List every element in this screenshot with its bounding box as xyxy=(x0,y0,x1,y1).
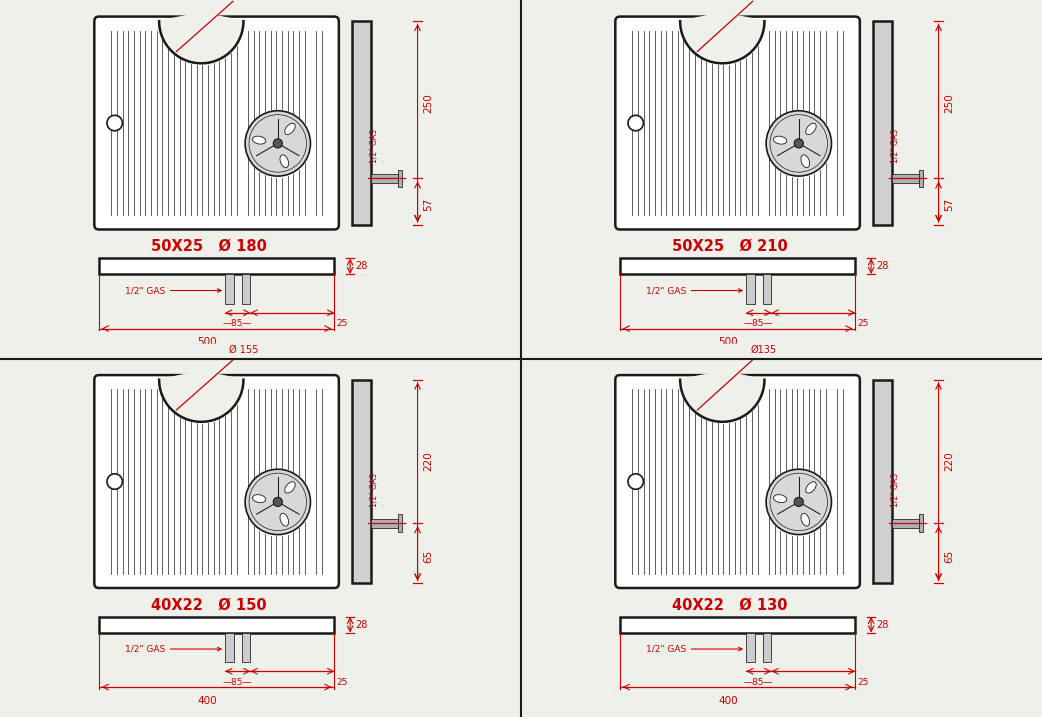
Bar xyxy=(620,617,855,632)
Text: Ø135: Ø135 xyxy=(697,345,776,410)
Bar xyxy=(892,519,918,528)
Ellipse shape xyxy=(284,123,295,135)
Ellipse shape xyxy=(801,155,810,168)
FancyBboxPatch shape xyxy=(616,16,860,229)
Bar xyxy=(99,258,334,274)
Text: 220: 220 xyxy=(944,451,953,471)
Circle shape xyxy=(794,498,803,506)
Bar xyxy=(371,519,397,528)
Circle shape xyxy=(273,139,282,148)
Text: 1/2" GAS: 1/2" GAS xyxy=(370,473,378,508)
Text: 1/2" GAS: 1/2" GAS xyxy=(125,645,221,653)
Circle shape xyxy=(245,469,311,535)
Bar xyxy=(873,379,892,584)
Text: 250: 250 xyxy=(423,92,432,113)
Bar xyxy=(352,22,371,225)
FancyBboxPatch shape xyxy=(616,375,860,588)
Bar xyxy=(873,22,892,225)
Text: 1/2" GAS: 1/2" GAS xyxy=(646,286,742,295)
Ellipse shape xyxy=(252,495,266,503)
Text: 40X22   Ø 130: 40X22 Ø 130 xyxy=(672,597,787,612)
Text: —85—: —85— xyxy=(223,319,252,328)
Bar xyxy=(397,170,402,187)
Polygon shape xyxy=(155,0,247,63)
Circle shape xyxy=(273,498,282,506)
Ellipse shape xyxy=(805,482,816,493)
Polygon shape xyxy=(155,344,247,422)
Bar xyxy=(620,258,855,274)
Text: 28: 28 xyxy=(876,261,889,271)
Text: 500: 500 xyxy=(718,338,738,347)
Text: Ø 155: Ø 155 xyxy=(176,345,258,410)
Text: 50X25   Ø 210: 50X25 Ø 210 xyxy=(672,239,788,254)
Bar xyxy=(746,274,754,304)
Circle shape xyxy=(794,139,803,148)
Text: 65: 65 xyxy=(944,550,953,563)
Bar xyxy=(918,514,923,532)
Text: —85—: —85— xyxy=(744,678,773,687)
Text: —85—: —85— xyxy=(744,319,773,328)
Bar xyxy=(225,632,233,663)
Ellipse shape xyxy=(252,136,266,144)
Circle shape xyxy=(766,110,832,176)
Text: 1/2" GAS: 1/2" GAS xyxy=(646,645,742,653)
Bar xyxy=(746,632,754,663)
Circle shape xyxy=(628,115,643,130)
Text: 220: 220 xyxy=(423,451,432,471)
Text: 28: 28 xyxy=(355,261,368,271)
Text: 57: 57 xyxy=(423,197,432,211)
Circle shape xyxy=(766,469,832,535)
Text: 1/2" GAS: 1/2" GAS xyxy=(125,286,221,295)
Circle shape xyxy=(245,110,311,176)
Text: 250: 250 xyxy=(944,92,953,113)
Bar xyxy=(242,274,250,304)
Ellipse shape xyxy=(280,155,289,168)
Bar xyxy=(918,170,923,187)
Text: 400: 400 xyxy=(718,695,738,706)
Text: 1/2" GAS: 1/2" GAS xyxy=(891,129,899,163)
Text: Ø210: Ø210 xyxy=(697,0,776,52)
Text: 40X22   Ø 150: 40X22 Ø 150 xyxy=(151,597,267,612)
Text: 65: 65 xyxy=(423,550,432,563)
Ellipse shape xyxy=(805,123,816,135)
Bar xyxy=(242,632,250,663)
Text: 25: 25 xyxy=(336,678,347,687)
Ellipse shape xyxy=(773,136,787,144)
Bar xyxy=(225,274,233,304)
Text: 400: 400 xyxy=(197,695,217,706)
Text: 28: 28 xyxy=(355,619,368,630)
Text: 500: 500 xyxy=(197,338,217,347)
Text: 25: 25 xyxy=(336,319,347,328)
Text: 28: 28 xyxy=(876,619,889,630)
Circle shape xyxy=(107,474,122,489)
FancyBboxPatch shape xyxy=(95,375,339,588)
Polygon shape xyxy=(676,0,768,63)
Text: —85—: —85— xyxy=(223,678,252,687)
Bar xyxy=(892,174,918,183)
Text: 25: 25 xyxy=(857,678,868,687)
Text: 25: 25 xyxy=(857,319,868,328)
Text: 1/2" GAS: 1/2" GAS xyxy=(891,473,899,508)
Polygon shape xyxy=(676,344,768,422)
Bar xyxy=(99,617,334,632)
Text: Ø 182: Ø 182 xyxy=(176,0,258,52)
Ellipse shape xyxy=(801,513,810,526)
Ellipse shape xyxy=(284,482,295,493)
Circle shape xyxy=(628,474,643,489)
Text: 50X25   Ø 180: 50X25 Ø 180 xyxy=(151,239,267,254)
Circle shape xyxy=(107,115,122,130)
Bar xyxy=(352,379,371,584)
Bar xyxy=(763,632,771,663)
Ellipse shape xyxy=(280,513,289,526)
Text: 57: 57 xyxy=(944,197,953,211)
Bar xyxy=(763,274,771,304)
Bar xyxy=(371,174,397,183)
Bar xyxy=(397,514,402,532)
Text: 1/2" GAS: 1/2" GAS xyxy=(370,129,378,163)
Ellipse shape xyxy=(773,495,787,503)
FancyBboxPatch shape xyxy=(95,16,339,229)
